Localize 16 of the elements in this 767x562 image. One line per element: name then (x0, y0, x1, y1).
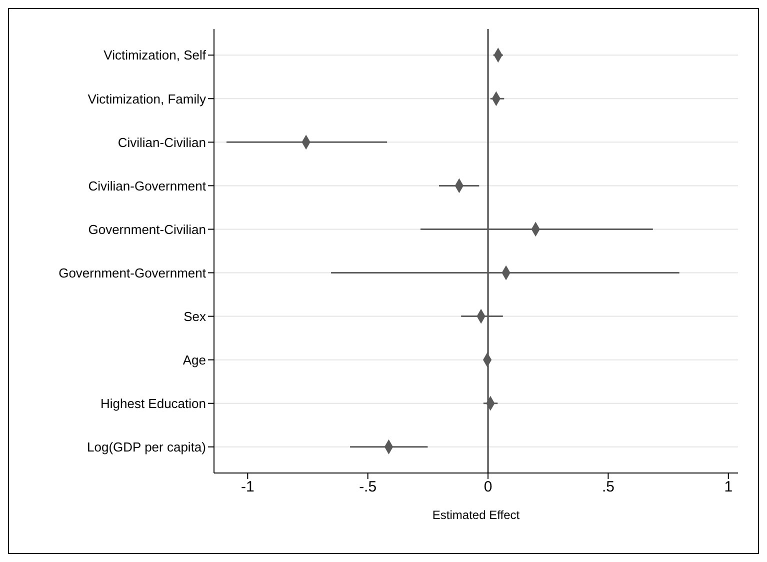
y-tick-label: Civilian-Government (88, 178, 206, 194)
y-tick-label: Age (182, 352, 206, 368)
y-tick-label: Sex (184, 308, 206, 324)
y-tick-label: Civilian-Civilian (118, 134, 206, 150)
x-tick-label: 0 (484, 478, 492, 496)
x-tick-label: -1 (240, 478, 254, 496)
y-tick-label: Government-Government (58, 265, 206, 280)
y-tick-label: Victimization, Family (88, 91, 206, 106)
y-tick-label: Government-Civilian (88, 222, 206, 237)
x-axis-title: Estimated Effect (432, 508, 520, 522)
x-tick-label: 1 (724, 478, 733, 496)
x-tick-label: -.5 (359, 478, 377, 496)
y-tick-label: Highest Education (100, 396, 206, 411)
y-tick-label: Victimization, Self (104, 48, 206, 63)
y-tick-label: Log(GDP per capita) (87, 439, 206, 454)
x-tick-label: .5 (602, 478, 614, 496)
